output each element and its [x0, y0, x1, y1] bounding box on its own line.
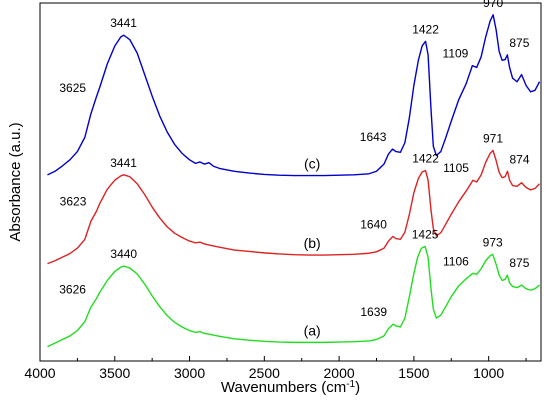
series-layer — [47, 14, 541, 348]
peak-label: 1109 — [443, 47, 469, 61]
peak-label: 3441 — [110, 156, 137, 170]
x-axis-title-superscript: -1 — [346, 379, 355, 390]
x-axis-title-end: ) — [355, 379, 360, 396]
peak-label: 1422 — [412, 22, 439, 36]
x-tick-label: 2500 — [249, 365, 280, 381]
x-tick-label: 2000 — [324, 365, 355, 381]
peak-label: 3625 — [59, 81, 86, 95]
peak-label-layer: 3625 3441 1643 1422 1109 970 875 3623 3441 1640 14… — [59, 0, 530, 319]
x-tick-label: 1000 — [473, 365, 504, 381]
peak-label: 973 — [483, 235, 503, 249]
series-line-a — [47, 245, 540, 348]
peak-label: 1643 — [360, 130, 387, 144]
peak-label: 1639 — [360, 305, 387, 319]
y-axis-title: Absorbance (a.u.) — [7, 122, 24, 241]
series-label-layer: (c) (b) (a) — [304, 156, 321, 339]
plot-frame — [39, 2, 542, 362]
peak-label: 1640 — [360, 217, 387, 231]
peak-label: 970 — [483, 0, 503, 10]
peak-label: 1425 — [412, 227, 439, 241]
peak-label: 874 — [510, 152, 530, 166]
series-line-c — [47, 14, 541, 177]
x-axis-ticks: 4000 3500 3000 2500 2000 1500 1000 — [24, 356, 527, 381]
series-label-a: (a) — [304, 322, 321, 338]
peak-label: 1422 — [412, 152, 439, 166]
series-line-b — [47, 149, 541, 265]
peak-label: 3623 — [60, 194, 87, 208]
peak-label: 3626 — [59, 282, 86, 296]
peak-label: 3440 — [110, 247, 137, 261]
peak-label: 1105 — [443, 161, 469, 175]
peak-label: 875 — [509, 36, 529, 50]
peak-label: 875 — [509, 256, 529, 270]
x-axis-title-main: Wavenumbers (cm — [221, 379, 346, 396]
peak-label: 971 — [483, 131, 503, 145]
x-tick-label: 1500 — [398, 365, 429, 381]
x-tick-label: 4000 — [24, 365, 55, 381]
x-axis-title: Wavenumbers (cm-1) — [221, 379, 360, 397]
x-tick-label: 3500 — [99, 365, 130, 381]
series-label-b: (b) — [304, 235, 321, 251]
peak-label: 3441 — [110, 16, 137, 30]
x-tick-label: 3000 — [174, 365, 205, 381]
peak-label: 1106 — [443, 254, 469, 268]
series-label-c: (c) — [304, 156, 320, 172]
